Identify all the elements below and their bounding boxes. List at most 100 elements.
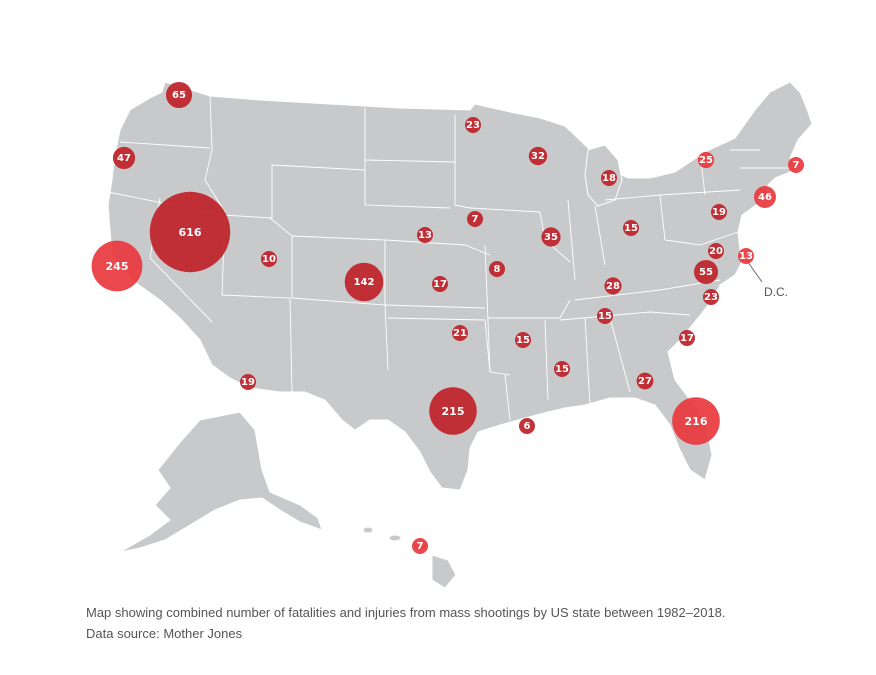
bubble-label-il: 35	[544, 232, 558, 243]
bubble-label-ms: 15	[555, 364, 569, 375]
bubble-label-or: 47	[117, 153, 131, 164]
bubble-circle-il	[541, 227, 561, 247]
bubble-circle-mi	[601, 170, 617, 186]
bubble-label-mo: 8	[494, 264, 501, 275]
bubble-label-nc: 23	[704, 292, 718, 303]
bubble-label-va: 55	[699, 267, 713, 278]
bubble-circle-ut	[261, 251, 277, 267]
bubble-label-mi: 18	[602, 173, 616, 184]
bubble-label-pa: 19	[712, 207, 726, 218]
bubble-label-co: 142	[354, 277, 375, 288]
bubble-circle-tx	[429, 387, 477, 435]
bubble-mi: 18	[601, 170, 617, 186]
bubble-label-ia: 7	[472, 214, 479, 225]
bubble-circle-ny	[697, 151, 715, 169]
bubble-ok: 21	[452, 325, 468, 341]
bubble-ms: 15	[554, 361, 570, 377]
bubble-co: 142	[344, 262, 384, 302]
bubble-ks: 17	[432, 276, 448, 292]
bubble-la: 6	[519, 418, 535, 434]
bubble-md: 20	[708, 243, 724, 259]
bubble-label-ks: 17	[433, 279, 447, 290]
bubble-circle-hi	[412, 538, 428, 554]
bubble-circle-mn	[465, 117, 481, 133]
bubble-sc: 17	[679, 330, 695, 346]
bubble-circle-ga	[636, 372, 654, 390]
bubble-label-ky: 28	[606, 281, 620, 292]
hawaii-kauai	[362, 526, 374, 534]
bubble-mn: 23	[465, 117, 481, 133]
bubble-or: 47	[112, 146, 136, 170]
bubble-label-tx: 215	[442, 405, 465, 418]
bubble-pa: 19	[711, 204, 727, 220]
bubble-circle-ar	[515, 332, 531, 348]
bubble-nj: 46	[754, 186, 776, 208]
bubble-circle-nj	[754, 186, 776, 208]
bubble-circle-co	[344, 262, 384, 302]
bubble-circle-va	[693, 259, 719, 285]
bubble-circle-ok	[452, 325, 468, 341]
bubble-label-tn: 15	[598, 311, 612, 322]
bubble-nc: 23	[703, 289, 719, 305]
bubble-circle-md	[708, 243, 724, 259]
bubble-label-fl: 216	[685, 415, 708, 428]
bubble-dc: 13	[738, 248, 754, 264]
bubble-wa: 65	[165, 81, 193, 109]
bubble-nv: 616	[149, 191, 231, 273]
bubble-label-ar: 15	[516, 335, 530, 346]
dc-label: D.C.	[764, 285, 788, 299]
bubble-tx: 215	[429, 387, 477, 435]
bubble-ia: 7	[467, 211, 483, 227]
bubble-circle-or	[112, 146, 136, 170]
bubble-tn: 15	[597, 308, 613, 324]
bubble-label-az: 19	[241, 377, 255, 388]
bubble-ky: 28	[604, 277, 622, 295]
bubble-ut: 10	[261, 251, 277, 267]
bubble-label-nj: 46	[758, 192, 772, 203]
bubble-circle-ma	[788, 157, 804, 173]
bubble-label-wa: 65	[172, 90, 186, 101]
map-land	[107, 81, 813, 589]
bubble-circle-la	[519, 418, 535, 434]
map-caption: Map showing combined number of fatalitie…	[86, 605, 726, 620]
bubble-label-ga: 27	[638, 376, 652, 387]
bubble-label-ne: 13	[418, 230, 432, 241]
bubble-label-hi: 7	[417, 541, 424, 552]
bubble-circle-az	[240, 374, 256, 390]
bubble-circle-ne	[417, 227, 433, 243]
bubble-circle-ky	[604, 277, 622, 295]
bubble-label-ma: 7	[793, 160, 800, 171]
bubble-circle-ca	[91, 240, 143, 292]
bubble-circle-nc	[703, 289, 719, 305]
bubble-az: 19	[240, 374, 256, 390]
bubble-label-md: 20	[709, 246, 723, 257]
bubble-label-sc: 17	[680, 333, 694, 344]
bubble-circle-wi	[528, 146, 548, 166]
alaska-shape	[119, 411, 323, 553]
bubble-circle-ms	[554, 361, 570, 377]
bubble-circle-dc	[738, 248, 754, 264]
bubble-label-mn: 23	[466, 120, 480, 131]
bubble-ga: 27	[636, 372, 654, 390]
bubble-label-wi: 32	[531, 151, 545, 162]
state-borders	[107, 95, 790, 421]
bubble-hi: 7	[412, 538, 428, 554]
data-source-caption: Data source: Mother Jones	[86, 626, 243, 641]
bubble-label-dc: 13	[739, 251, 753, 262]
bubble-label-nv: 616	[179, 226, 202, 239]
hawaii-oahu	[388, 534, 402, 542]
bubble-label-ca: 245	[106, 260, 129, 273]
bubble-label-ok: 21	[453, 328, 467, 339]
bubble-label-ny: 25	[699, 155, 713, 166]
bubble-circle-wa	[165, 81, 193, 109]
bubble-wi: 32	[528, 146, 548, 166]
bubble-ne: 13	[417, 227, 433, 243]
bubble-circle-ks	[432, 276, 448, 292]
bubble-ca: 245	[91, 240, 143, 292]
bubble-circle-sc	[679, 330, 695, 346]
bubble-circle-oh	[623, 220, 639, 236]
bubble-ma: 7	[788, 157, 804, 173]
bubble-ar: 15	[515, 332, 531, 348]
bubble-ny: 25	[697, 151, 715, 169]
bubble-fl: 216	[672, 397, 720, 445]
